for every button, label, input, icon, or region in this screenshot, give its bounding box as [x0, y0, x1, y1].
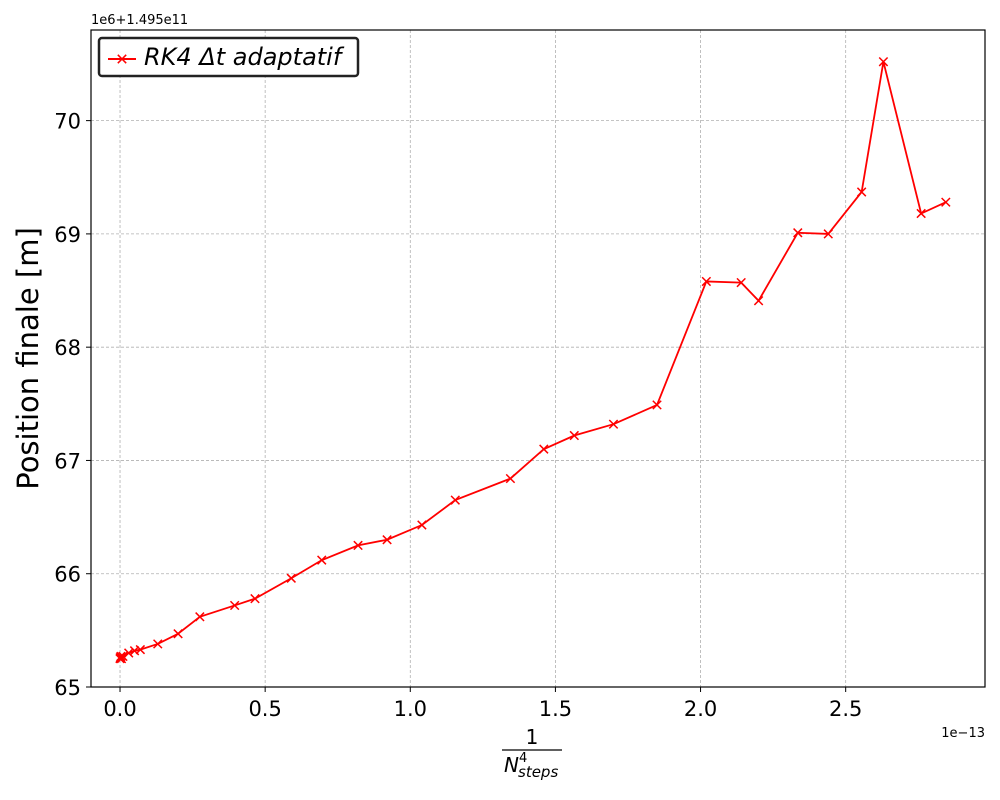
y-tick-label: 68 [54, 336, 81, 360]
data-point-marker [417, 520, 427, 530]
data-point-marker [135, 644, 146, 655]
data-point-marker [505, 473, 516, 484]
x-tick-label: 0.0 [103, 697, 136, 721]
data-point-marker [317, 555, 327, 565]
data-point-marker [823, 229, 833, 239]
data-point-marker [878, 56, 889, 67]
legend-box [97, 36, 360, 78]
y-tick-label: 70 [54, 110, 81, 134]
y-tick-label: 67 [54, 449, 81, 473]
series-line [119, 61, 947, 661]
data-point-marker [916, 208, 926, 219]
x-tick-label: 2.5 [829, 697, 862, 721]
data-point-marker [608, 419, 619, 429]
data-point-marker [856, 187, 867, 197]
x-axis-label-denominator: N4 steps [504, 751, 558, 781]
data-point-marker [941, 197, 951, 207]
data-point-marker [793, 228, 803, 238]
data-point-marker [153, 639, 163, 649]
data-point-marker [195, 612, 205, 622]
data-point-marker [118, 651, 128, 662]
legend-entry-label: RK4 Δt adaptatif [144, 43, 345, 71]
data-point-marker [229, 600, 240, 611]
grid [91, 30, 985, 688]
data-series [115, 56, 951, 664]
x-offset-label: 1e−13 [941, 726, 985, 741]
data-point-marker [382, 535, 392, 545]
data-point-marker [569, 430, 580, 441]
x-axis-label: 1 N4 steps [502, 725, 562, 781]
data-point-marker [124, 648, 134, 658]
x-axis-label-subscript: steps [518, 763, 558, 781]
data-point-marker [250, 593, 260, 604]
y-offset-label: 1e6+1.495e11 [91, 13, 188, 28]
data-point-marker [736, 277, 746, 288]
legend-marker [117, 54, 127, 64]
data-point-marker [652, 400, 662, 410]
data-point-marker [753, 295, 764, 306]
data-point-marker [701, 276, 712, 287]
data-point-marker [539, 444, 549, 454]
axis-ticks: 0.0 0.5 1.0 1.5 2.0 2.5 65 66 67 68 69 70 [54, 110, 862, 721]
x-tick-label: 1.5 [539, 697, 572, 721]
data-point-marker [286, 573, 297, 583]
plot-frame [90, 29, 986, 688]
x-tick-label: 2.0 [684, 697, 717, 721]
data-point-marker [353, 540, 363, 551]
y-axis-label: Position finale [m] [11, 227, 45, 490]
x-tick-label: 0.5 [248, 697, 281, 721]
data-point-marker [450, 495, 461, 505]
y-tick-label: 65 [54, 676, 81, 700]
y-tick-label: 69 [54, 223, 81, 247]
x-tick-label: 1.0 [394, 697, 427, 721]
y-tick-label: 66 [54, 563, 81, 587]
data-point-marker [173, 629, 183, 639]
legend: RK4 Δt adaptatif [97, 36, 360, 78]
x-axis-label-numerator: 1 [526, 725, 539, 749]
data-point-marker [116, 651, 126, 662]
x-axis-label-exponent: 4 [519, 751, 527, 766]
x-axis-label-base: N [504, 753, 519, 777]
